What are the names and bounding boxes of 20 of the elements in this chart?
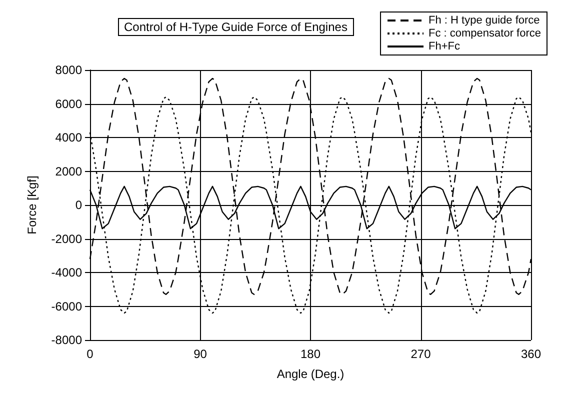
x-tick-label: 90 (194, 347, 208, 361)
x-tick-label: 0 (86, 347, 94, 361)
y-tick-label: -2000 (51, 232, 82, 246)
y-axis-title: Force [Kgf] (25, 176, 39, 234)
chart-title: Control of H-Type Guide Force of Engines (124, 20, 348, 34)
y-tick-label: -6000 (51, 299, 82, 314)
x-tick-label: 180 (300, 347, 321, 361)
y-tick-label: 8000 (55, 63, 82, 77)
x-tick-label: 360 (520, 347, 542, 361)
y-tick-label: 0 (75, 198, 82, 212)
y-tick-label: -4000 (51, 266, 82, 280)
legend-label: Fh+Fc (428, 40, 460, 52)
legend-label: Fc : compensator force (428, 28, 542, 40)
y-tick-label: -8000 (51, 333, 82, 347)
y-tick-label: 2000 (55, 164, 82, 178)
y-tick-label: 4000 (55, 130, 82, 144)
y-tick-label: 6000 (55, 96, 82, 111)
x-tick-label: 270 (410, 347, 432, 361)
legend-label: Fh : H type guide force (428, 14, 540, 26)
x-axis-title: Angle (Deg.) (276, 367, 344, 381)
